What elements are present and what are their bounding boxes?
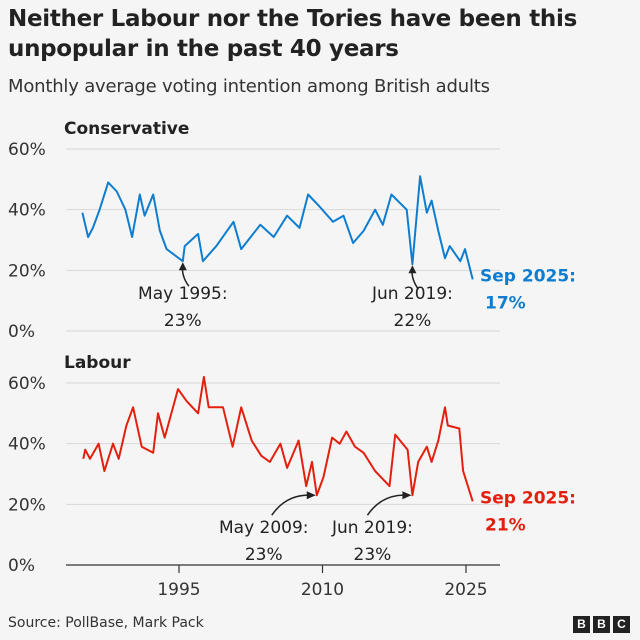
y-tick-label: 60% <box>8 140 46 160</box>
y-tick-label: 20% <box>8 495 46 515</box>
panel-title: Conservative <box>64 119 189 139</box>
annotation-value: 23% <box>354 545 392 565</box>
source-note: Source: PollBase, Mark Pack <box>8 615 204 631</box>
bbc-logo-letter: B <box>593 616 610 633</box>
chart-subtitle: Monthly average voting intention among B… <box>8 76 490 97</box>
panel-title: Labour <box>64 353 131 373</box>
x-tick-label: 1995 <box>157 580 200 600</box>
arrowhead <box>408 265 417 274</box>
x-tick-label: 2010 <box>301 580 344 600</box>
end-value: 17% <box>485 293 526 313</box>
chart-title: Neither Labour nor the Tories have been … <box>8 6 577 62</box>
y-tick-label: 40% <box>8 435 46 455</box>
bbc-logo: B B C <box>573 616 630 633</box>
series-line-labour <box>82 375 474 502</box>
y-tick-label: 20% <box>8 261 46 281</box>
annotation-label: May 2009: <box>219 518 309 538</box>
annotation-label: Jun 2019: <box>371 284 453 304</box>
annotation-label: May 1995: <box>138 284 228 304</box>
annotation-label: Jun 2019: <box>331 518 413 538</box>
series-line-conservative <box>81 175 474 280</box>
arrowhead <box>306 491 316 500</box>
annotation-arrow <box>271 494 313 516</box>
annotation-value: 23% <box>164 311 202 331</box>
arrowhead <box>178 262 187 271</box>
arrowhead <box>402 491 412 500</box>
x-tick-label: 2025 <box>444 580 487 600</box>
annotation-value: 22% <box>394 311 432 331</box>
end-label: Sep 2025: <box>480 266 576 286</box>
y-tick-label: 0% <box>8 556 35 576</box>
annotation-value: 23% <box>245 545 283 565</box>
y-tick-label: 60% <box>8 374 46 394</box>
y-tick-label: 0% <box>8 322 35 342</box>
y-tick-label: 40% <box>8 201 46 221</box>
bbc-logo-letter: C <box>613 616 630 633</box>
end-value: 21% <box>485 515 526 535</box>
bbc-logo-letter: B <box>573 616 590 633</box>
end-label: Sep 2025: <box>480 488 576 508</box>
annotation-arrow <box>366 494 409 516</box>
